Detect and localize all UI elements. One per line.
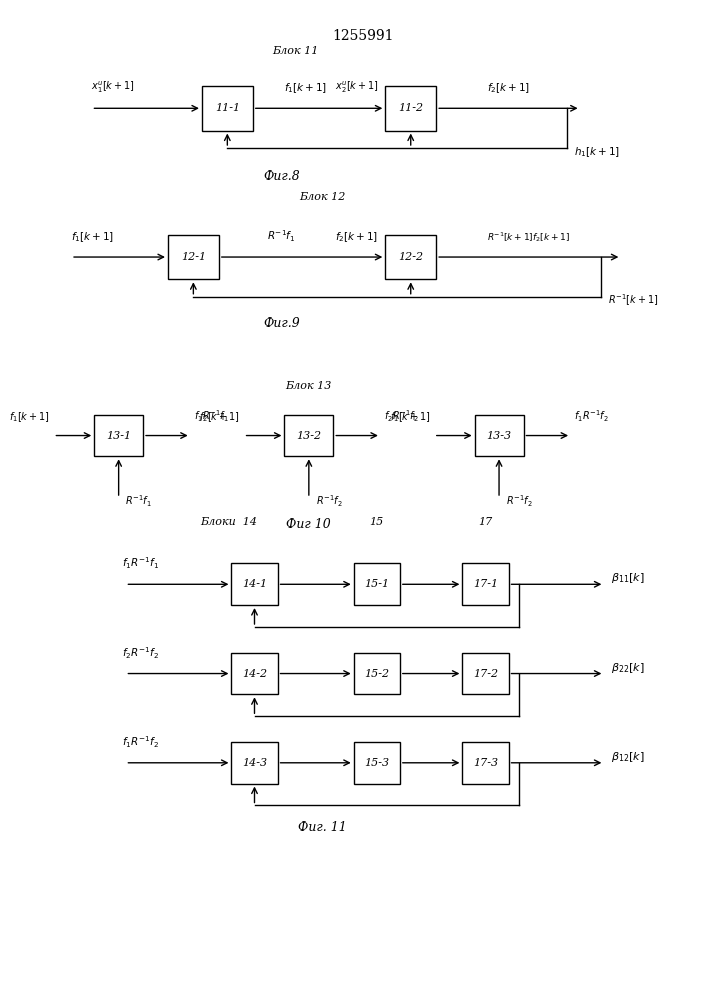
Text: $f_1[k+1]$: $f_1[k+1]$ (390, 410, 431, 424)
Text: 13-1: 13-1 (106, 431, 132, 441)
Text: Фиг.9: Фиг.9 (263, 317, 300, 330)
Text: $\beta_{11}[k]$: $\beta_{11}[k]$ (611, 571, 645, 585)
Text: 15-1: 15-1 (364, 579, 390, 589)
Text: 11-2: 11-2 (398, 103, 423, 113)
Text: 14-3: 14-3 (242, 758, 267, 768)
Text: $h_1[k+1]$: $h_1[k+1]$ (574, 145, 620, 159)
Text: 13-3: 13-3 (486, 431, 512, 441)
FancyBboxPatch shape (168, 235, 219, 279)
FancyBboxPatch shape (231, 653, 278, 694)
FancyBboxPatch shape (231, 563, 278, 605)
Text: $\beta_{12}[k]$: $\beta_{12}[k]$ (611, 750, 645, 764)
Text: $\beta_{22}[k]$: $\beta_{22}[k]$ (611, 661, 645, 675)
Text: $f_2[k+1]$: $f_2[k+1]$ (487, 82, 530, 95)
FancyBboxPatch shape (354, 563, 400, 605)
Text: 15-2: 15-2 (364, 669, 390, 679)
Text: $R^{-1}f_1$: $R^{-1}f_1$ (125, 493, 153, 509)
FancyBboxPatch shape (462, 653, 508, 694)
Text: 12-1: 12-1 (181, 252, 206, 262)
Text: 11-1: 11-1 (215, 103, 240, 113)
Text: Фиг.8: Фиг.8 (263, 170, 300, 183)
Text: 14-2: 14-2 (242, 669, 267, 679)
Text: 17: 17 (479, 517, 493, 527)
Text: 13-2: 13-2 (296, 431, 322, 441)
Text: $f_2R^{-1}f_2$: $f_2R^{-1}f_2$ (384, 408, 419, 424)
Text: 12-2: 12-2 (398, 252, 423, 262)
Text: 14-1: 14-1 (242, 579, 267, 589)
FancyBboxPatch shape (462, 563, 508, 605)
Text: 15-3: 15-3 (364, 758, 390, 768)
Text: $f_2[k+1]$: $f_2[k+1]$ (199, 410, 240, 424)
Text: Фиг 10: Фиг 10 (286, 518, 331, 531)
FancyBboxPatch shape (462, 742, 508, 784)
Text: Блок 11: Блок 11 (272, 46, 318, 56)
Text: 1255991: 1255991 (332, 29, 394, 43)
FancyBboxPatch shape (474, 415, 523, 456)
Text: 17-1: 17-1 (473, 579, 498, 589)
Text: 15: 15 (370, 517, 384, 527)
Text: $x_1^{u}[k+1]$: $x_1^{u}[k+1]$ (91, 80, 135, 95)
Text: $f_1[k+1]$: $f_1[k+1]$ (9, 410, 50, 424)
Text: $R^{-1}f_2$: $R^{-1}f_2$ (315, 493, 342, 509)
FancyBboxPatch shape (94, 415, 143, 456)
FancyBboxPatch shape (231, 742, 278, 784)
Text: Блок 13: Блок 13 (286, 381, 332, 391)
Text: $f_1R^{-1}f_1$: $f_1R^{-1}f_1$ (194, 408, 229, 424)
Text: $R^{-1}[k+1]f_2[k+1]$: $R^{-1}[k+1]f_2[k+1]$ (487, 230, 571, 244)
Text: $R^{-1}f_1$: $R^{-1}f_1$ (267, 229, 296, 244)
Text: 17-2: 17-2 (473, 669, 498, 679)
FancyBboxPatch shape (354, 653, 400, 694)
Text: Блок 12: Блок 12 (299, 192, 346, 202)
Text: $x_2^{u}[k+1]$: $x_2^{u}[k+1]$ (334, 80, 378, 95)
Text: Фиг. 11: Фиг. 11 (298, 821, 347, 834)
Text: $R^{-1}f_2$: $R^{-1}f_2$ (506, 493, 532, 509)
Text: $f_1R^{-1}f_1$: $f_1R^{-1}f_1$ (122, 556, 159, 571)
Text: 17-3: 17-3 (473, 758, 498, 768)
Text: $f_1[k+1]$: $f_1[k+1]$ (71, 230, 115, 244)
FancyBboxPatch shape (385, 235, 436, 279)
Text: $f_2[k+1]$: $f_2[k+1]$ (335, 230, 378, 244)
FancyBboxPatch shape (385, 86, 436, 131)
Text: $f_1[k+1]$: $f_1[k+1]$ (284, 82, 327, 95)
Text: $f_2R^{-1}f_2$: $f_2R^{-1}f_2$ (122, 645, 159, 661)
Text: $R^{-1}[k+1]$: $R^{-1}[k+1]$ (608, 293, 658, 308)
FancyBboxPatch shape (354, 742, 400, 784)
FancyBboxPatch shape (284, 415, 333, 456)
Text: $f_1R^{-1}f_2$: $f_1R^{-1}f_2$ (575, 408, 609, 424)
Text: Блоки  14: Блоки 14 (200, 517, 257, 527)
FancyBboxPatch shape (202, 86, 253, 131)
Text: $f_1R^{-1}f_2$: $f_1R^{-1}f_2$ (122, 734, 159, 750)
